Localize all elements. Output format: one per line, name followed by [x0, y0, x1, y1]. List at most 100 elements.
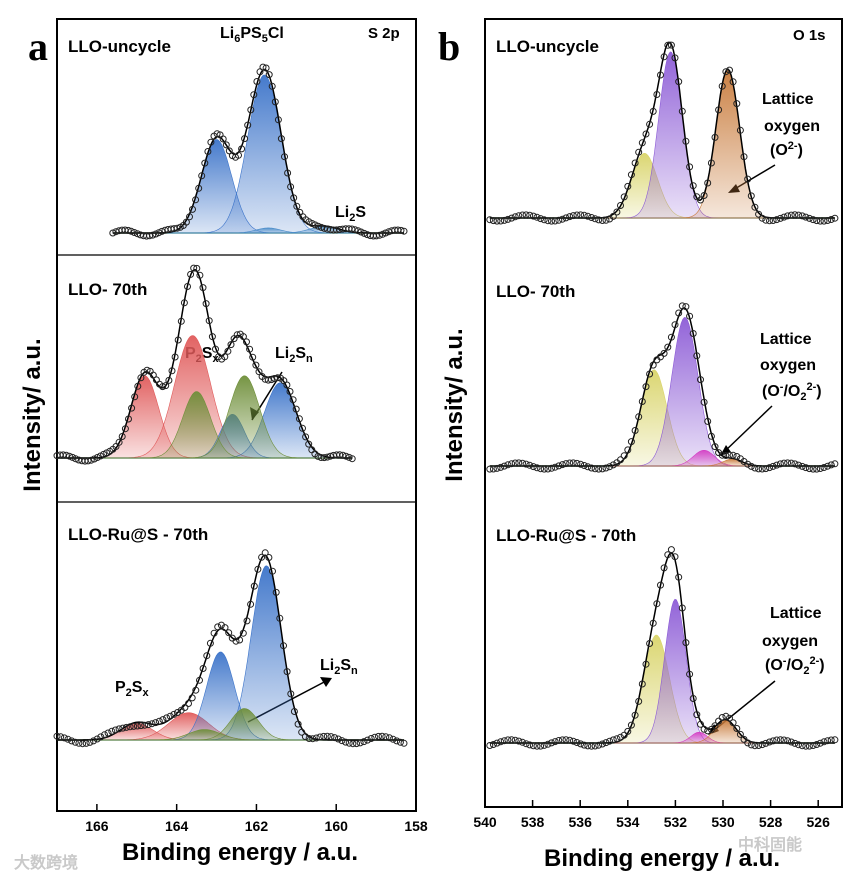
data-point-b1-0 — [486, 465, 494, 473]
x-tick-label-a-3: 160 — [325, 818, 349, 834]
data-point-b1-30 — [595, 465, 603, 473]
data-point-b1-12 — [529, 463, 537, 471]
x-tick-label-a-1: 164 — [165, 818, 189, 834]
data-point-a1-3 — [62, 451, 70, 459]
label-b1-line1: Lattice — [760, 331, 812, 348]
data-point-a2-20 — [126, 723, 134, 731]
data-point-a2-57 — [261, 549, 269, 557]
label-b1-line2: oxygen — [760, 357, 816, 374]
data-point-a2-27 — [152, 719, 160, 727]
data-point-a0-46 — [250, 91, 258, 99]
data-point-b1-83 — [787, 459, 795, 467]
data-point-a0-43 — [241, 135, 249, 143]
data-point-b2-90 — [813, 741, 821, 748]
data-point-a0-28 — [195, 184, 203, 192]
data-point-b0-3 — [497, 217, 505, 225]
data-point-b1-15 — [540, 465, 548, 473]
data-point-b0-23 — [569, 212, 577, 220]
data-point-b0-74 — [755, 210, 763, 218]
data-point-b2-59 — [700, 725, 708, 733]
data-point-b1-54 — [682, 303, 690, 311]
data-point-b0-0 — [486, 216, 494, 224]
data-point-b1-28 — [588, 464, 595, 472]
data-point-b2-9 — [519, 738, 526, 746]
data-point-b0-24 — [573, 211, 581, 219]
data-point-a2-90 — [382, 733, 390, 741]
data-point-b0-91 — [816, 217, 824, 225]
data-point-a0-16 — [158, 227, 166, 235]
data-point-b0-21 — [562, 214, 570, 222]
data-point-b2-7 — [511, 736, 519, 744]
data-point-b1-29 — [591, 465, 599, 473]
data-point-b0-44 — [646, 120, 654, 128]
data-point-b1-26 — [580, 462, 588, 469]
data-point-b2-20 — [558, 736, 566, 744]
data-point-b2-66 — [726, 714, 733, 722]
data-point-b2-93 — [824, 737, 832, 745]
data-point-b2-16 — [544, 740, 552, 748]
data-point-a2-89 — [378, 732, 386, 740]
data-point-b0-65 — [722, 68, 730, 76]
data-point-b0-79 — [773, 216, 781, 224]
data-point-b0-71 — [744, 175, 752, 183]
trace-a0-group — [109, 63, 408, 240]
data-point-a0-53 — [271, 98, 279, 106]
data-point-a2-4 — [68, 737, 76, 745]
trace-b1-group — [486, 302, 839, 473]
data-point-b0-90 — [813, 217, 821, 225]
data-point-b1-18 — [551, 463, 559, 471]
data-point-b0-4 — [500, 216, 508, 224]
data-point-a1-21 — [118, 433, 126, 440]
data-point-b1-7 — [511, 459, 519, 467]
data-point-a0-45 — [247, 106, 255, 114]
data-point-a1-56 — [227, 341, 235, 349]
data-point-a2-79 — [342, 738, 350, 746]
data-point-b1-80 — [776, 460, 784, 468]
data-point-a2-75 — [327, 733, 335, 741]
data-point-b2-36 — [617, 733, 624, 741]
data-point-b1-52 — [675, 309, 683, 317]
data-point-a2-71 — [312, 734, 320, 742]
data-point-b0-53 — [678, 107, 686, 115]
data-point-b1-13 — [533, 464, 541, 472]
data-point-b0-55 — [686, 163, 694, 171]
data-point-a2-50 — [236, 636, 244, 644]
data-point-a0-7 — [130, 229, 138, 236]
data-point-a1-51 — [212, 345, 219, 353]
data-point-a2-21 — [130, 722, 138, 730]
data-point-a0-15 — [155, 229, 163, 237]
data-point-b2-31 — [598, 740, 606, 748]
data-point-b0-18 — [551, 217, 559, 225]
data-point-b2-72 — [747, 741, 755, 749]
data-point-a1-36 — [165, 376, 173, 384]
data-point-b0-93 — [824, 217, 832, 224]
data-point-b0-29 — [591, 215, 599, 223]
data-point-a0-38 — [225, 147, 233, 155]
data-point-a1-93 — [342, 452, 350, 460]
data-point-b0-30 — [595, 216, 603, 224]
data-point-b2-74 — [755, 742, 763, 749]
data-point-a2-63 — [283, 668, 291, 676]
data-point-a1-77 — [292, 405, 300, 413]
data-point-a1-27 — [137, 374, 145, 382]
data-point-b1-33 — [606, 463, 614, 471]
data-point-b0-84 — [791, 211, 799, 219]
data-point-a1-38 — [171, 353, 179, 361]
data-point-a0-12 — [146, 232, 154, 240]
data-point-b0-83 — [787, 211, 795, 219]
data-point-b0-20 — [558, 215, 566, 223]
data-point-b1-49 — [664, 343, 672, 351]
x-tick-label-b-3: 534 — [616, 814, 640, 830]
data-point-a1-44 — [190, 264, 198, 272]
data-point-a1-91 — [336, 451, 344, 459]
data-point-b2-85 — [795, 741, 802, 749]
data-point-a1-95 — [348, 455, 356, 463]
trace-a0-name: LLO-uncycle — [68, 37, 171, 56]
data-point-b1-3 — [497, 463, 505, 471]
data-point-a1-40 — [177, 317, 185, 325]
data-point-b2-56 — [689, 695, 697, 702]
data-point-b2-18 — [551, 738, 559, 746]
data-point-b1-92 — [820, 464, 828, 471]
data-point-a2-95 — [400, 739, 408, 747]
data-point-b2-19 — [555, 737, 563, 744]
